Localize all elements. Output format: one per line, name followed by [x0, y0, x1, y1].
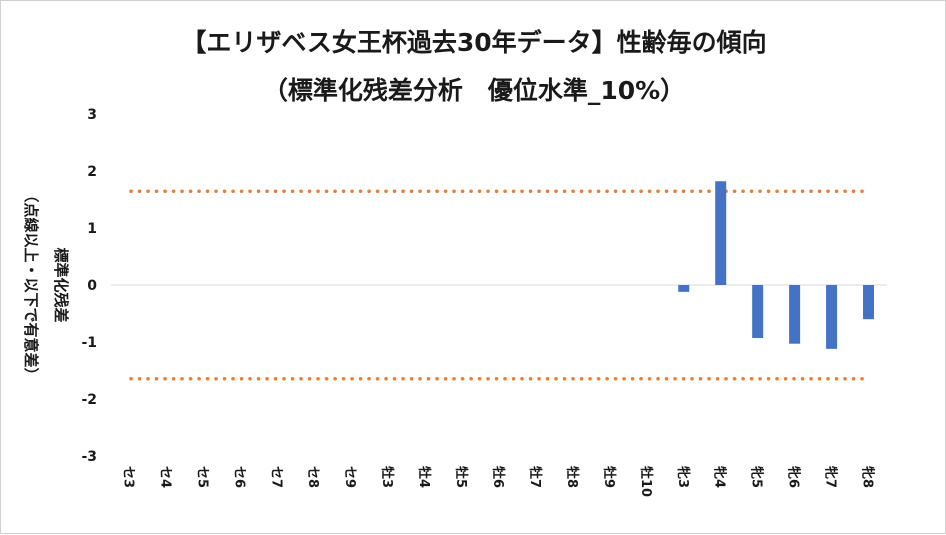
x-tick-label: セ9 [342, 466, 357, 488]
x-tick-label: 牡7 [527, 466, 543, 488]
x-tick-label: 牝4 [712, 466, 728, 488]
y-axis-label: 標準化残差 [52, 247, 70, 322]
y-tick-label: -2 [81, 392, 97, 408]
y-tick-label: 3 [87, 107, 97, 123]
y-tick-label: 2 [87, 164, 97, 180]
x-tick-label: 牡8 [564, 466, 580, 488]
x-tick-label: セ7 [268, 466, 283, 488]
y-axis-label-note: （点線以上・以下で有意差） [22, 187, 40, 382]
x-tick-label: 牝8 [860, 466, 876, 488]
x-tick-label: セ5 [194, 466, 209, 488]
x-tick-label: セ3 [120, 466, 135, 488]
x-tick-label: 牡9 [601, 466, 617, 488]
x-tick-label: セ6 [231, 466, 246, 488]
bar-20 [863, 285, 875, 320]
x-tick-label: 牝7 [823, 466, 839, 488]
bar-18 [789, 285, 801, 344]
x-tick-label: 牡5 [453, 466, 469, 488]
x-tick-label: 牝3 [675, 466, 691, 488]
bar-17 [752, 285, 764, 339]
x-tick-label: セ4 [157, 466, 172, 488]
y-tick-label: -3 [81, 449, 97, 465]
bar-15 [678, 285, 690, 292]
chart-title: 【エリザベス女王杯過去30年データ】性齢毎の傾向 [181, 28, 767, 57]
bar-19 [826, 285, 838, 349]
x-tick-label: 牝6 [786, 466, 802, 488]
x-tick-label: 牡6 [490, 466, 506, 488]
bar-16 [715, 181, 727, 285]
y-tick-label: -1 [81, 335, 97, 351]
chart-subtitle: （標準化残差分析 優位水準_10%） [262, 76, 686, 105]
x-tick-label: 牡3 [379, 466, 395, 488]
x-tick-label: 牝5 [749, 466, 765, 488]
x-tick-label: セ8 [305, 466, 320, 488]
x-tick-label: 牡4 [416, 466, 432, 488]
x-tick-label: 牡10 [638, 466, 654, 497]
y-tick-label: 1 [87, 221, 97, 237]
y-tick-label: 0 [87, 278, 97, 294]
